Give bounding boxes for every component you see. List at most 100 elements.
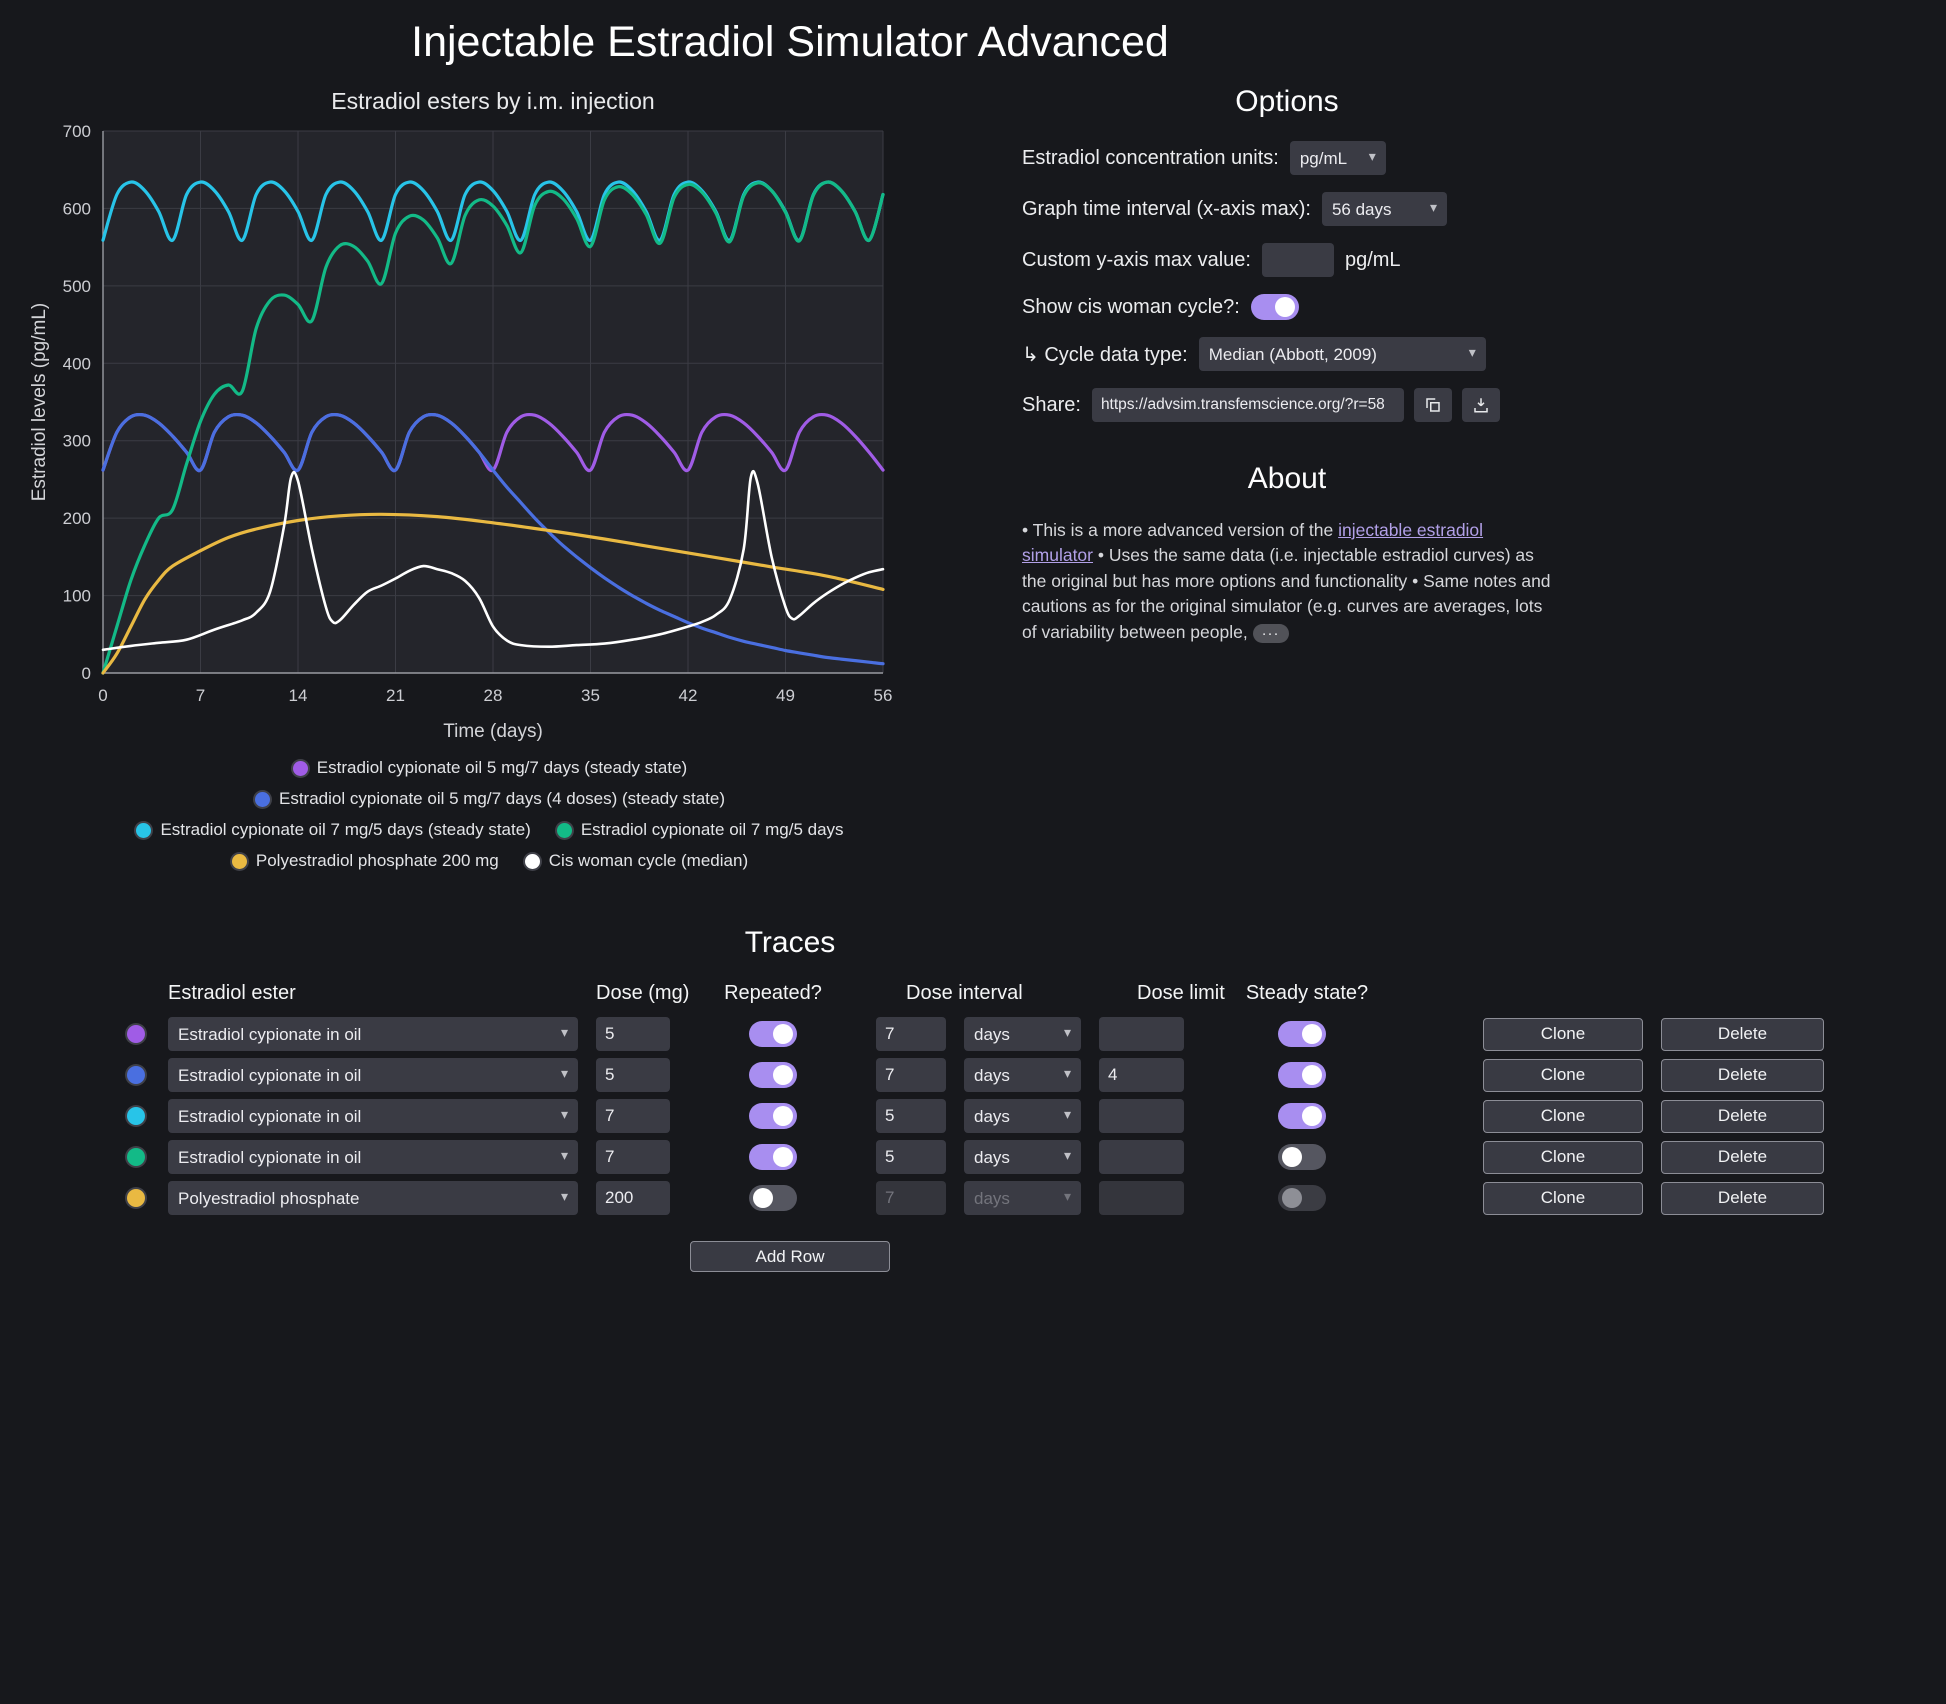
copy-share-button[interactable] <box>1413 388 1452 422</box>
legend-label: Polyestradiol phosphate 200 mg <box>255 851 499 870</box>
legend-item[interactable]: Estradiol cypionate oil 7 mg/5 days <box>556 820 844 840</box>
legend-item[interactable]: Estradiol cypionate oil 7 mg/5 days (ste… <box>136 820 531 840</box>
steady-state-toggle[interactable] <box>1278 1144 1326 1170</box>
dose-interval-unit-select[interactable]: days <box>964 1099 1081 1133</box>
ester-select-wrap: Estradiol cypionate in oil <box>168 1099 578 1133</box>
options-panel: Options Estradiol concentration units: p… <box>1022 71 1552 662</box>
trace-color-dot <box>127 1025 145 1043</box>
clone-button[interactable]: Clone <box>1483 1017 1643 1051</box>
legend-item[interactable]: Cis woman cycle (median) <box>524 851 748 871</box>
time-interval-select[interactable]: 56 days <box>1321 192 1447 226</box>
share-label: Share: <box>1022 393 1081 416</box>
clone-button[interactable]: Clone <box>1483 1181 1643 1215</box>
legend-item[interactable]: Polyestradiol phosphate 200 mg <box>231 851 499 871</box>
dose-interval-input[interactable] <box>876 1017 946 1051</box>
svg-text:21: 21 <box>386 686 405 705</box>
dose-interval-input[interactable] <box>876 1058 946 1092</box>
delete-button[interactable]: Delete <box>1661 1140 1824 1174</box>
download-image-button[interactable] <box>1461 388 1500 422</box>
dose-limit-input[interactable] <box>1099 1140 1184 1174</box>
svg-text:56: 56 <box>874 686 893 705</box>
units-select[interactable]: pg/mL <box>1289 141 1386 175</box>
trace-color-dot <box>127 1107 145 1125</box>
copy-icon <box>1424 396 1442 414</box>
dose-input[interactable] <box>596 1140 670 1174</box>
steady-state-toggle[interactable] <box>1278 1021 1326 1047</box>
clone-button[interactable]: Clone <box>1483 1140 1643 1174</box>
svg-text:700: 700 <box>63 122 91 141</box>
dose-interval-unit-select[interactable]: days <box>964 1140 1081 1174</box>
repeated-toggle[interactable] <box>749 1062 797 1088</box>
dose-input[interactable] <box>596 1099 670 1133</box>
dose-input[interactable] <box>596 1181 670 1215</box>
ester-select[interactable]: Polyestradiol phosphate <box>168 1181 578 1215</box>
about-seg1: • This is a more advanced version of the <box>1022 520 1339 540</box>
dose-limit-input <box>1099 1181 1184 1215</box>
legend-dot <box>231 853 247 869</box>
steady-state-toggle[interactable] <box>1278 1103 1326 1129</box>
traces-header: Estradiol ester Dose (mg) Repeated? Dose… <box>122 982 1824 1005</box>
dose-input[interactable] <box>596 1017 670 1051</box>
download-icon <box>1472 396 1490 414</box>
ester-select[interactable]: Estradiol cypionate in oil <box>168 1017 578 1051</box>
share-url-input[interactable] <box>1091 388 1404 422</box>
ymax-label: Custom y-axis max value: <box>1022 248 1251 271</box>
clone-button[interactable]: Clone <box>1483 1099 1643 1133</box>
time-interval-select-wrap: 56 days <box>1321 192 1447 226</box>
dose-interval-input[interactable] <box>876 1099 946 1133</box>
ester-select[interactable]: Estradiol cypionate in oil <box>168 1140 578 1174</box>
cycle-type-label: ↳ Cycle data type: <box>1022 343 1188 366</box>
delete-button[interactable]: Delete <box>1661 1099 1824 1133</box>
dose-interval-unit-select: days <box>964 1181 1081 1215</box>
dose-limit-input[interactable] <box>1099 1017 1184 1051</box>
delete-button[interactable]: Delete <box>1661 1181 1824 1215</box>
repeated-toggle[interactable] <box>749 1021 797 1047</box>
cycle-data-type-select[interactable]: Median (Abbott, 2009) <box>1198 337 1486 371</box>
col-dose-limit: Dose limit <box>1137 982 1225 1004</box>
legend-label: Estradiol cypionate oil 7 mg/5 days <box>580 820 844 839</box>
trace-color-dot <box>127 1189 145 1207</box>
add-row-button[interactable]: Add Row <box>690 1241 890 1272</box>
steady-state-toggle[interactable] <box>1278 1062 1326 1088</box>
ymax-input[interactable] <box>1261 243 1334 277</box>
dose-interval-unit-wrap: days <box>964 1140 1081 1174</box>
trace-row: Estradiol cypionate in oil days Clone Delet… <box>122 1017 1824 1051</box>
ester-select[interactable]: Estradiol cypionate in oil <box>168 1058 578 1092</box>
about-more-button[interactable]: ··· <box>1252 623 1289 643</box>
page-title: Injectable Estradiol Simulator Advanced <box>411 18 1169 66</box>
estradiol-chart: 0 100 200 300 400 500 600 700 0 7 14 21 28 35 42 49 56 Es… <box>29 88 893 742</box>
dose-limit-input[interactable] <box>1099 1099 1184 1133</box>
dose-limit-input[interactable] <box>1099 1058 1184 1092</box>
delete-button[interactable]: Delete <box>1661 1058 1824 1092</box>
col-estradiol-ester: Estradiol ester <box>168 982 296 1004</box>
dose-interval-input[interactable] <box>876 1140 946 1174</box>
dose-interval-unit-select[interactable]: days <box>964 1058 1081 1092</box>
dose-input[interactable] <box>596 1058 670 1092</box>
dose-interval-unit-select[interactable]: days <box>964 1017 1081 1051</box>
ester-select-wrap: Estradiol cypionate in oil <box>168 1140 578 1174</box>
cis-cycle-label: Show cis woman cycle?: <box>1022 295 1240 318</box>
ester-select[interactable]: Estradiol cypionate in oil <box>168 1099 578 1133</box>
injectable-simulator-link[interactable]: injectable estradiol simulator <box>1022 520 1484 566</box>
trace-color-dot <box>127 1066 145 1084</box>
clone-button[interactable]: Clone <box>1483 1058 1643 1092</box>
ymax-row: Custom y-axis max value: pg/mL <box>1022 243 1552 277</box>
units-row: Estradiol concentration units: pg/mL <box>1022 141 1552 175</box>
repeated-toggle[interactable] <box>749 1103 797 1129</box>
delete-button[interactable]: Delete <box>1661 1017 1824 1051</box>
repeated-toggle[interactable] <box>749 1144 797 1170</box>
svg-text:Time (days): Time (days) <box>443 721 543 741</box>
repeated-toggle[interactable] <box>749 1185 797 1211</box>
svg-text:35: 35 <box>581 686 600 705</box>
legend-item[interactable]: Estradiol cypionate oil 5 mg/7 days (ste… <box>292 758 687 778</box>
dose-interval-unit-wrap: days <box>964 1099 1081 1133</box>
col-dose-interval: Dose interval <box>906 982 1023 1004</box>
ymax-unit-label: pg/mL <box>1344 248 1401 271</box>
cis-cycle-toggle[interactable] <box>1250 294 1299 320</box>
svg-text:42: 42 <box>679 686 698 705</box>
legend-row: Polyestradiol phosphate 200 mg Cis woman … <box>25 851 955 871</box>
traces-heading: Traces <box>744 926 836 959</box>
svg-text:28: 28 <box>484 686 503 705</box>
about-text: • This is a more advanced version of the… <box>1022 518 1552 645</box>
legend-item[interactable]: Estradiol cypionate oil 5 mg/7 days (4 d… <box>255 789 725 809</box>
